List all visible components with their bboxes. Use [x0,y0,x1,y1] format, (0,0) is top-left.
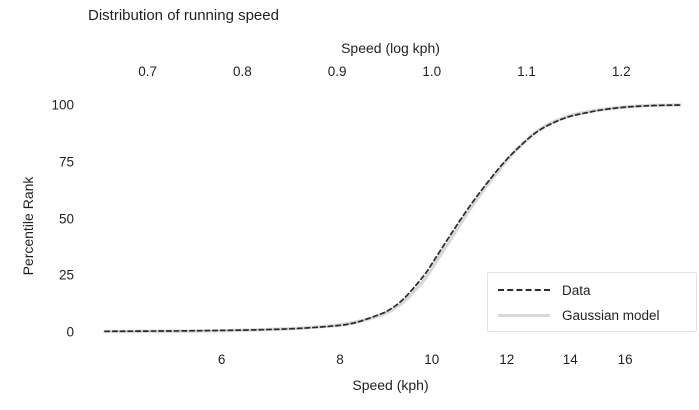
y-tick-25: 25 [58,267,74,283]
bottom-tick-16: 16 [617,352,633,367]
solid-line-swatch-icon [498,313,550,317]
legend-label-gaussian-model: Gaussian model [562,307,660,323]
bottom-tick-12: 12 [499,352,515,367]
top-tick-0.8: 0.8 [232,64,252,79]
chart-title: Distribution of running speed [88,7,279,24]
y-tick-75: 75 [58,154,74,170]
top-tick-1.0: 1.0 [422,64,442,79]
y-tick-100: 100 [51,97,74,113]
legend-item-gaussian-model: Gaussian model [498,303,660,327]
dashed-line-swatch-icon [498,289,550,291]
series-line-gaussian-model [103,103,682,334]
series-line-data [104,104,681,333]
top-x-axis-label: Speed (log kph) [341,40,440,56]
y-tick-0: 0 [66,324,74,340]
top-tick-0.9: 0.9 [327,64,347,79]
bottom-tick-10: 10 [424,352,440,367]
bottom-x-axis-label: Speed (kph) [352,377,429,393]
top-tick-0.7: 0.7 [138,64,158,79]
top-tick-1.1: 1.1 [517,64,536,79]
bottom-tick-14: 14 [562,352,578,367]
legend-item-data: Data [498,278,591,302]
top-tick-1.2: 1.2 [611,64,631,79]
y-tick-50: 50 [58,211,74,226]
chart-legend: Data Gaussian model [487,272,697,332]
legend-label-data: Data [562,282,591,298]
bottom-tick-8: 8 [336,352,344,367]
bottom-tick-6: 6 [217,352,226,367]
